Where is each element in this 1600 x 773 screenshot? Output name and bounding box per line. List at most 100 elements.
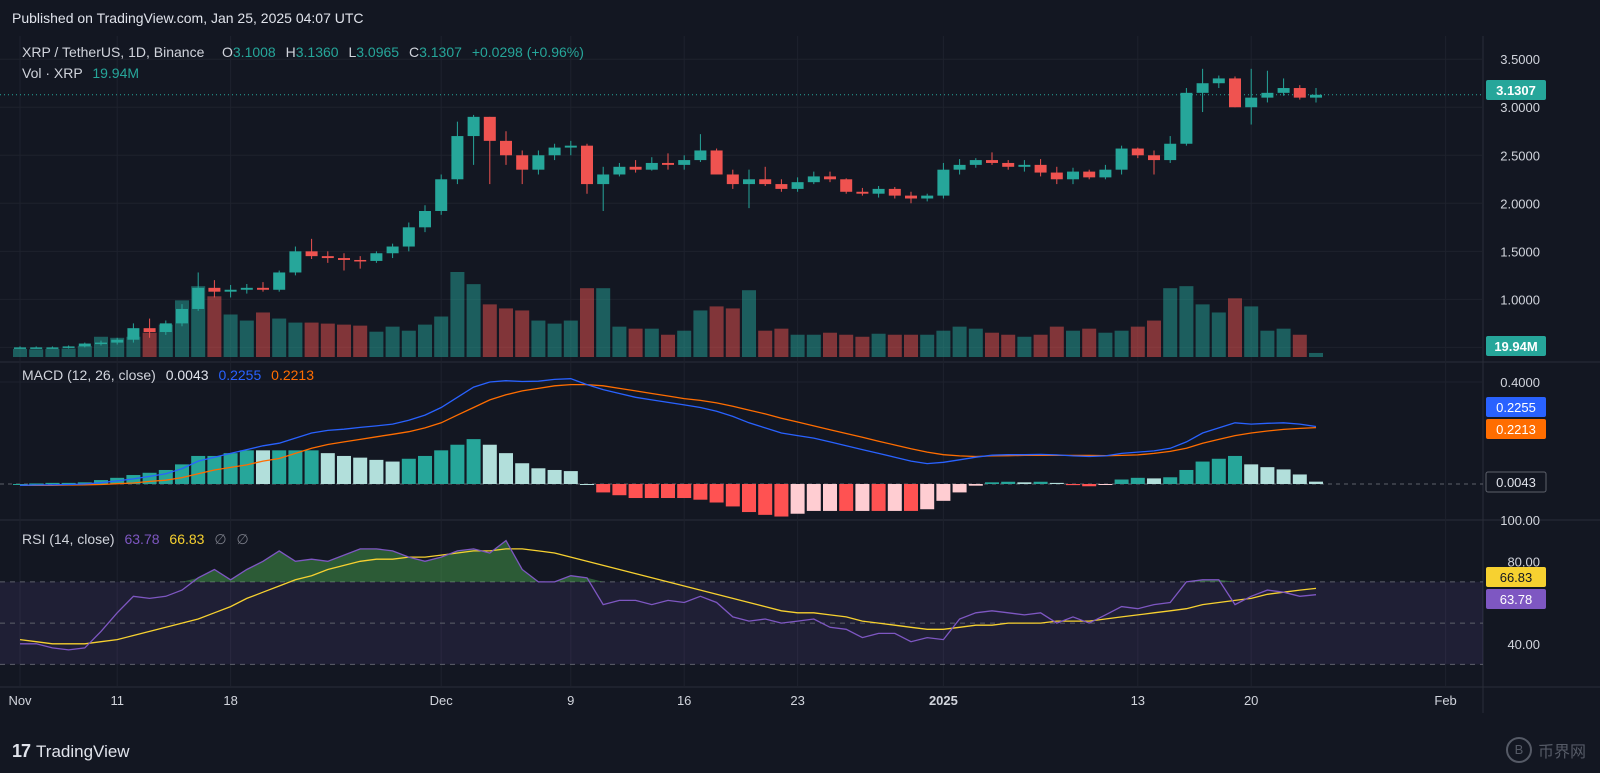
- price-tick-label: 3.5000: [1500, 52, 1540, 67]
- volume-value: 19.94M: [92, 65, 139, 81]
- volume-bar: [482, 304, 497, 357]
- macd-hist-bar: [450, 444, 465, 484]
- volume-bar: [709, 306, 724, 357]
- macd-hist-bar: [1066, 484, 1080, 486]
- volume-bar: [677, 330, 692, 357]
- volume-bar: [1195, 304, 1210, 357]
- svg-text:63.78: 63.78: [1500, 592, 1533, 607]
- volume-bar: [1211, 312, 1226, 357]
- volume-bar: [304, 322, 319, 357]
- volume-badge: 19.94M: [1486, 336, 1546, 356]
- macd-tick-label: 0.4000: [1500, 375, 1540, 390]
- svg-text:O3.1008 H3.1360 L3.096: O3.1008 H3.1360 L3.0965 C3.1307 +0.0298 …: [222, 44, 584, 60]
- rsi-ma-line: [19, 548, 1317, 645]
- macd-hist-bar: [952, 484, 967, 493]
- volume-bar: [1033, 334, 1048, 357]
- candle-body: [597, 174, 610, 185]
- macd-hist-bar: [1001, 481, 1016, 484]
- macd-hist-bar: [418, 455, 432, 484]
- candle-body: [62, 346, 75, 348]
- volume-bar: [1082, 328, 1097, 357]
- volume-bar: [320, 323, 335, 357]
- macd-hist-bar: [1309, 481, 1323, 484]
- x-tick-label: 11: [110, 693, 124, 708]
- macd-hist-bar: [304, 450, 319, 484]
- volume-bar: [515, 310, 530, 357]
- chart-area[interactable]: 3.50003.00002.50002.00001.50001.00000.50…: [0, 36, 1600, 729]
- candle-body: [78, 343, 91, 347]
- candle-body: [1018, 164, 1031, 167]
- macd-hist-badge: 0.0043: [1485, 471, 1547, 493]
- macd-hist-bar: [936, 484, 951, 501]
- volume-bar: [1001, 334, 1016, 357]
- candle-body: [872, 188, 885, 194]
- footer: 17 TradingView B 币界网: [0, 729, 1600, 773]
- macd-hist-bar: [580, 484, 594, 485]
- candle-body: [743, 179, 755, 185]
- macd-line: [19, 378, 1317, 486]
- candle-body: [419, 210, 431, 228]
- high-label: H: [286, 44, 296, 60]
- macd-hist-bar: [612, 484, 627, 496]
- macd-hist-bar: [855, 484, 870, 511]
- macd-hist-bar: [1260, 467, 1275, 484]
- x-tick-label: Dec: [430, 693, 454, 708]
- candle-body: [516, 155, 529, 170]
- price-tick-label: 1.5000: [1500, 244, 1540, 259]
- tradingview-logo-icon: 17: [12, 741, 31, 761]
- macd-hist-bar: [547, 469, 562, 484]
- candle-body: [289, 251, 302, 273]
- macd-hist-bar: [1098, 484, 1113, 485]
- candle-body: [143, 328, 156, 333]
- macd-hist-bar: [806, 484, 821, 511]
- macd-hist-bar: [628, 484, 643, 499]
- candle-body: [111, 339, 124, 343]
- candle-body: [629, 166, 642, 170]
- x-tick-label: 13: [1131, 693, 1145, 708]
- volume-bar: [1130, 326, 1145, 357]
- volume-bar: [45, 348, 60, 357]
- candle-body: [613, 166, 626, 175]
- candle-body: [969, 160, 982, 165]
- volume-bar: [158, 324, 173, 357]
- rsi-ma-badge: 66.83: [1486, 567, 1546, 587]
- macd-hist-bar: [709, 484, 724, 503]
- rsi-tick-label: 80.00: [1507, 554, 1540, 569]
- low-value: 3.0965: [356, 44, 399, 60]
- low-label: L: [348, 44, 356, 60]
- candle-body: [888, 188, 901, 196]
- volume-bar: [612, 326, 627, 357]
- candle-body: [953, 164, 966, 170]
- price-tick-label: 2.0000: [1500, 196, 1540, 211]
- volume-bar: [1114, 330, 1129, 357]
- macd-hist-bar: [466, 439, 481, 484]
- macd-hist-bar: [94, 480, 108, 484]
- macd-hist-bar: [142, 472, 157, 484]
- candle-body: [402, 227, 415, 247]
- candle-body: [645, 162, 658, 170]
- macd-hist-bar: [337, 455, 351, 484]
- macd-hist-bar: [1163, 477, 1178, 484]
- price-badge: 3.1307: [1486, 80, 1546, 100]
- tradingview-brand[interactable]: 17 TradingView: [12, 741, 130, 762]
- rsi-tick-label: 40.00: [1507, 637, 1540, 652]
- x-tick-label: Nov: [8, 693, 32, 708]
- symbol-title: XRP / TetherUS, 1D, Binance: [22, 44, 205, 60]
- macd-hist-bar: [385, 461, 400, 484]
- macd-hist-bar: [839, 484, 854, 511]
- macd-hist-bar: [887, 484, 902, 511]
- high-value: 3.1360: [296, 44, 339, 60]
- macd-hist-bar: [758, 484, 773, 515]
- macd-hist-bar: [515, 463, 530, 484]
- rsi-value-badge: 63.78: [1486, 589, 1546, 609]
- candle-body: [451, 136, 464, 180]
- candle-body: [208, 287, 221, 292]
- candle-body: [807, 176, 820, 183]
- price-tick-label: 2.5000: [1500, 148, 1540, 163]
- candle-body: [1261, 92, 1274, 98]
- candle-body: [321, 256, 334, 259]
- volume-bar: [563, 320, 578, 357]
- candle-body: [1196, 83, 1209, 93]
- volume-bar: [239, 320, 254, 357]
- macd-signal-line: [20, 383, 1317, 486]
